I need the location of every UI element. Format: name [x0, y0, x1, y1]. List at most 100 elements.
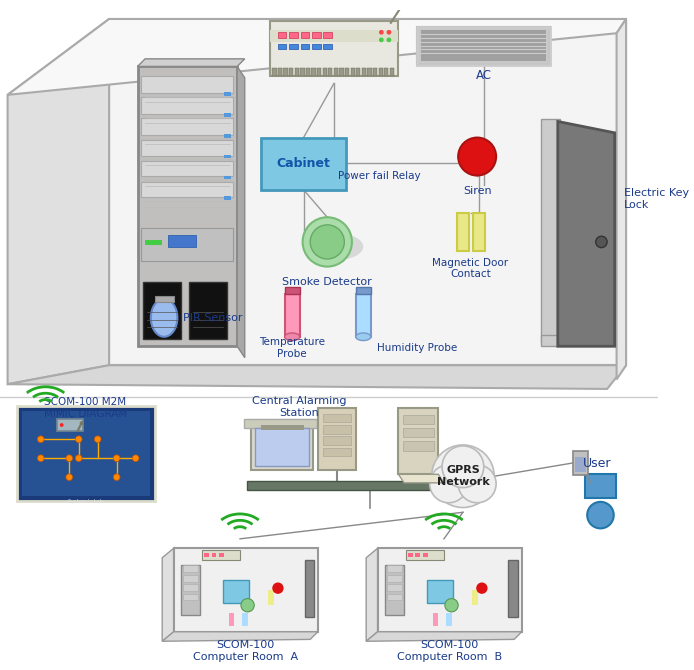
- Text: Magnetic Door
Contact: Magnetic Door Contact: [432, 258, 509, 279]
- Bar: [356, 68, 360, 76]
- Circle shape: [60, 423, 64, 427]
- Bar: [323, 425, 351, 433]
- Bar: [350, 68, 355, 76]
- Bar: [541, 335, 612, 346]
- Bar: [378, 548, 522, 632]
- Bar: [278, 44, 287, 50]
- Bar: [403, 441, 434, 451]
- Circle shape: [476, 582, 488, 594]
- Bar: [403, 415, 434, 424]
- Text: Smoke Detector: Smoke Detector: [282, 277, 372, 287]
- Circle shape: [37, 436, 44, 443]
- Circle shape: [272, 582, 284, 594]
- Bar: [224, 113, 232, 117]
- Bar: [541, 119, 559, 342]
- Bar: [367, 68, 372, 76]
- Text: SCOM-100
Computer Room  A: SCOM-100 Computer Room A: [193, 640, 298, 661]
- Bar: [285, 287, 300, 294]
- Circle shape: [458, 465, 496, 502]
- Bar: [183, 594, 198, 600]
- Bar: [155, 296, 174, 302]
- Circle shape: [430, 465, 468, 502]
- Text: System Labels: System Labels: [67, 498, 103, 504]
- Bar: [224, 176, 232, 180]
- Bar: [295, 68, 299, 76]
- Bar: [312, 68, 316, 76]
- Text: GPRS
Network: GPRS Network: [437, 466, 489, 487]
- Bar: [142, 76, 233, 93]
- Bar: [142, 96, 233, 114]
- Text: Power fail Relay: Power fail Relay: [338, 172, 421, 182]
- Bar: [345, 68, 349, 76]
- Bar: [183, 584, 198, 591]
- Polygon shape: [8, 365, 626, 389]
- Circle shape: [113, 455, 120, 462]
- Bar: [301, 32, 310, 38]
- Polygon shape: [162, 548, 174, 641]
- Polygon shape: [109, 19, 626, 365]
- Bar: [142, 118, 233, 135]
- Bar: [416, 553, 421, 557]
- Bar: [246, 481, 437, 490]
- Bar: [432, 613, 438, 626]
- Polygon shape: [366, 548, 378, 641]
- Bar: [301, 44, 310, 50]
- Bar: [224, 92, 232, 96]
- Bar: [145, 240, 162, 245]
- Bar: [57, 419, 83, 431]
- Bar: [272, 68, 276, 76]
- Bar: [204, 553, 209, 557]
- Circle shape: [37, 455, 44, 462]
- Bar: [244, 419, 317, 428]
- Circle shape: [587, 502, 613, 529]
- Text: AC: AC: [476, 70, 492, 82]
- Bar: [17, 406, 155, 501]
- Polygon shape: [616, 19, 626, 379]
- Bar: [271, 21, 398, 76]
- Bar: [278, 68, 282, 76]
- Polygon shape: [137, 59, 245, 66]
- Bar: [446, 613, 452, 626]
- Bar: [334, 68, 338, 76]
- Bar: [473, 214, 484, 251]
- Ellipse shape: [151, 299, 178, 337]
- Circle shape: [113, 474, 120, 480]
- Bar: [301, 68, 305, 76]
- Bar: [457, 214, 468, 251]
- Bar: [142, 141, 233, 155]
- Circle shape: [458, 137, 496, 176]
- Bar: [390, 68, 394, 76]
- Circle shape: [303, 217, 352, 267]
- Bar: [339, 68, 344, 76]
- Circle shape: [310, 225, 344, 259]
- Bar: [224, 134, 232, 137]
- Bar: [224, 196, 232, 200]
- Bar: [328, 68, 332, 76]
- Bar: [137, 66, 237, 346]
- Bar: [573, 451, 588, 475]
- Bar: [283, 68, 288, 76]
- Bar: [289, 68, 294, 76]
- Text: SCOM-100
Computer Room  B: SCOM-100 Computer Room B: [397, 640, 502, 661]
- Bar: [261, 137, 346, 190]
- Bar: [323, 436, 351, 445]
- Bar: [417, 27, 550, 64]
- Bar: [509, 559, 518, 616]
- Bar: [285, 294, 300, 337]
- Bar: [223, 580, 249, 603]
- Bar: [323, 448, 351, 456]
- Text: Siren: Siren: [463, 186, 491, 196]
- Bar: [183, 575, 198, 582]
- Bar: [317, 68, 321, 76]
- Bar: [384, 68, 389, 76]
- Text: Temperature
Probe: Temperature Probe: [259, 338, 325, 359]
- Bar: [312, 44, 321, 50]
- Bar: [387, 594, 403, 600]
- Bar: [242, 613, 248, 626]
- Ellipse shape: [285, 333, 300, 340]
- Bar: [22, 411, 150, 496]
- Circle shape: [379, 30, 384, 35]
- Circle shape: [76, 436, 82, 443]
- Bar: [323, 68, 327, 76]
- Bar: [306, 68, 310, 76]
